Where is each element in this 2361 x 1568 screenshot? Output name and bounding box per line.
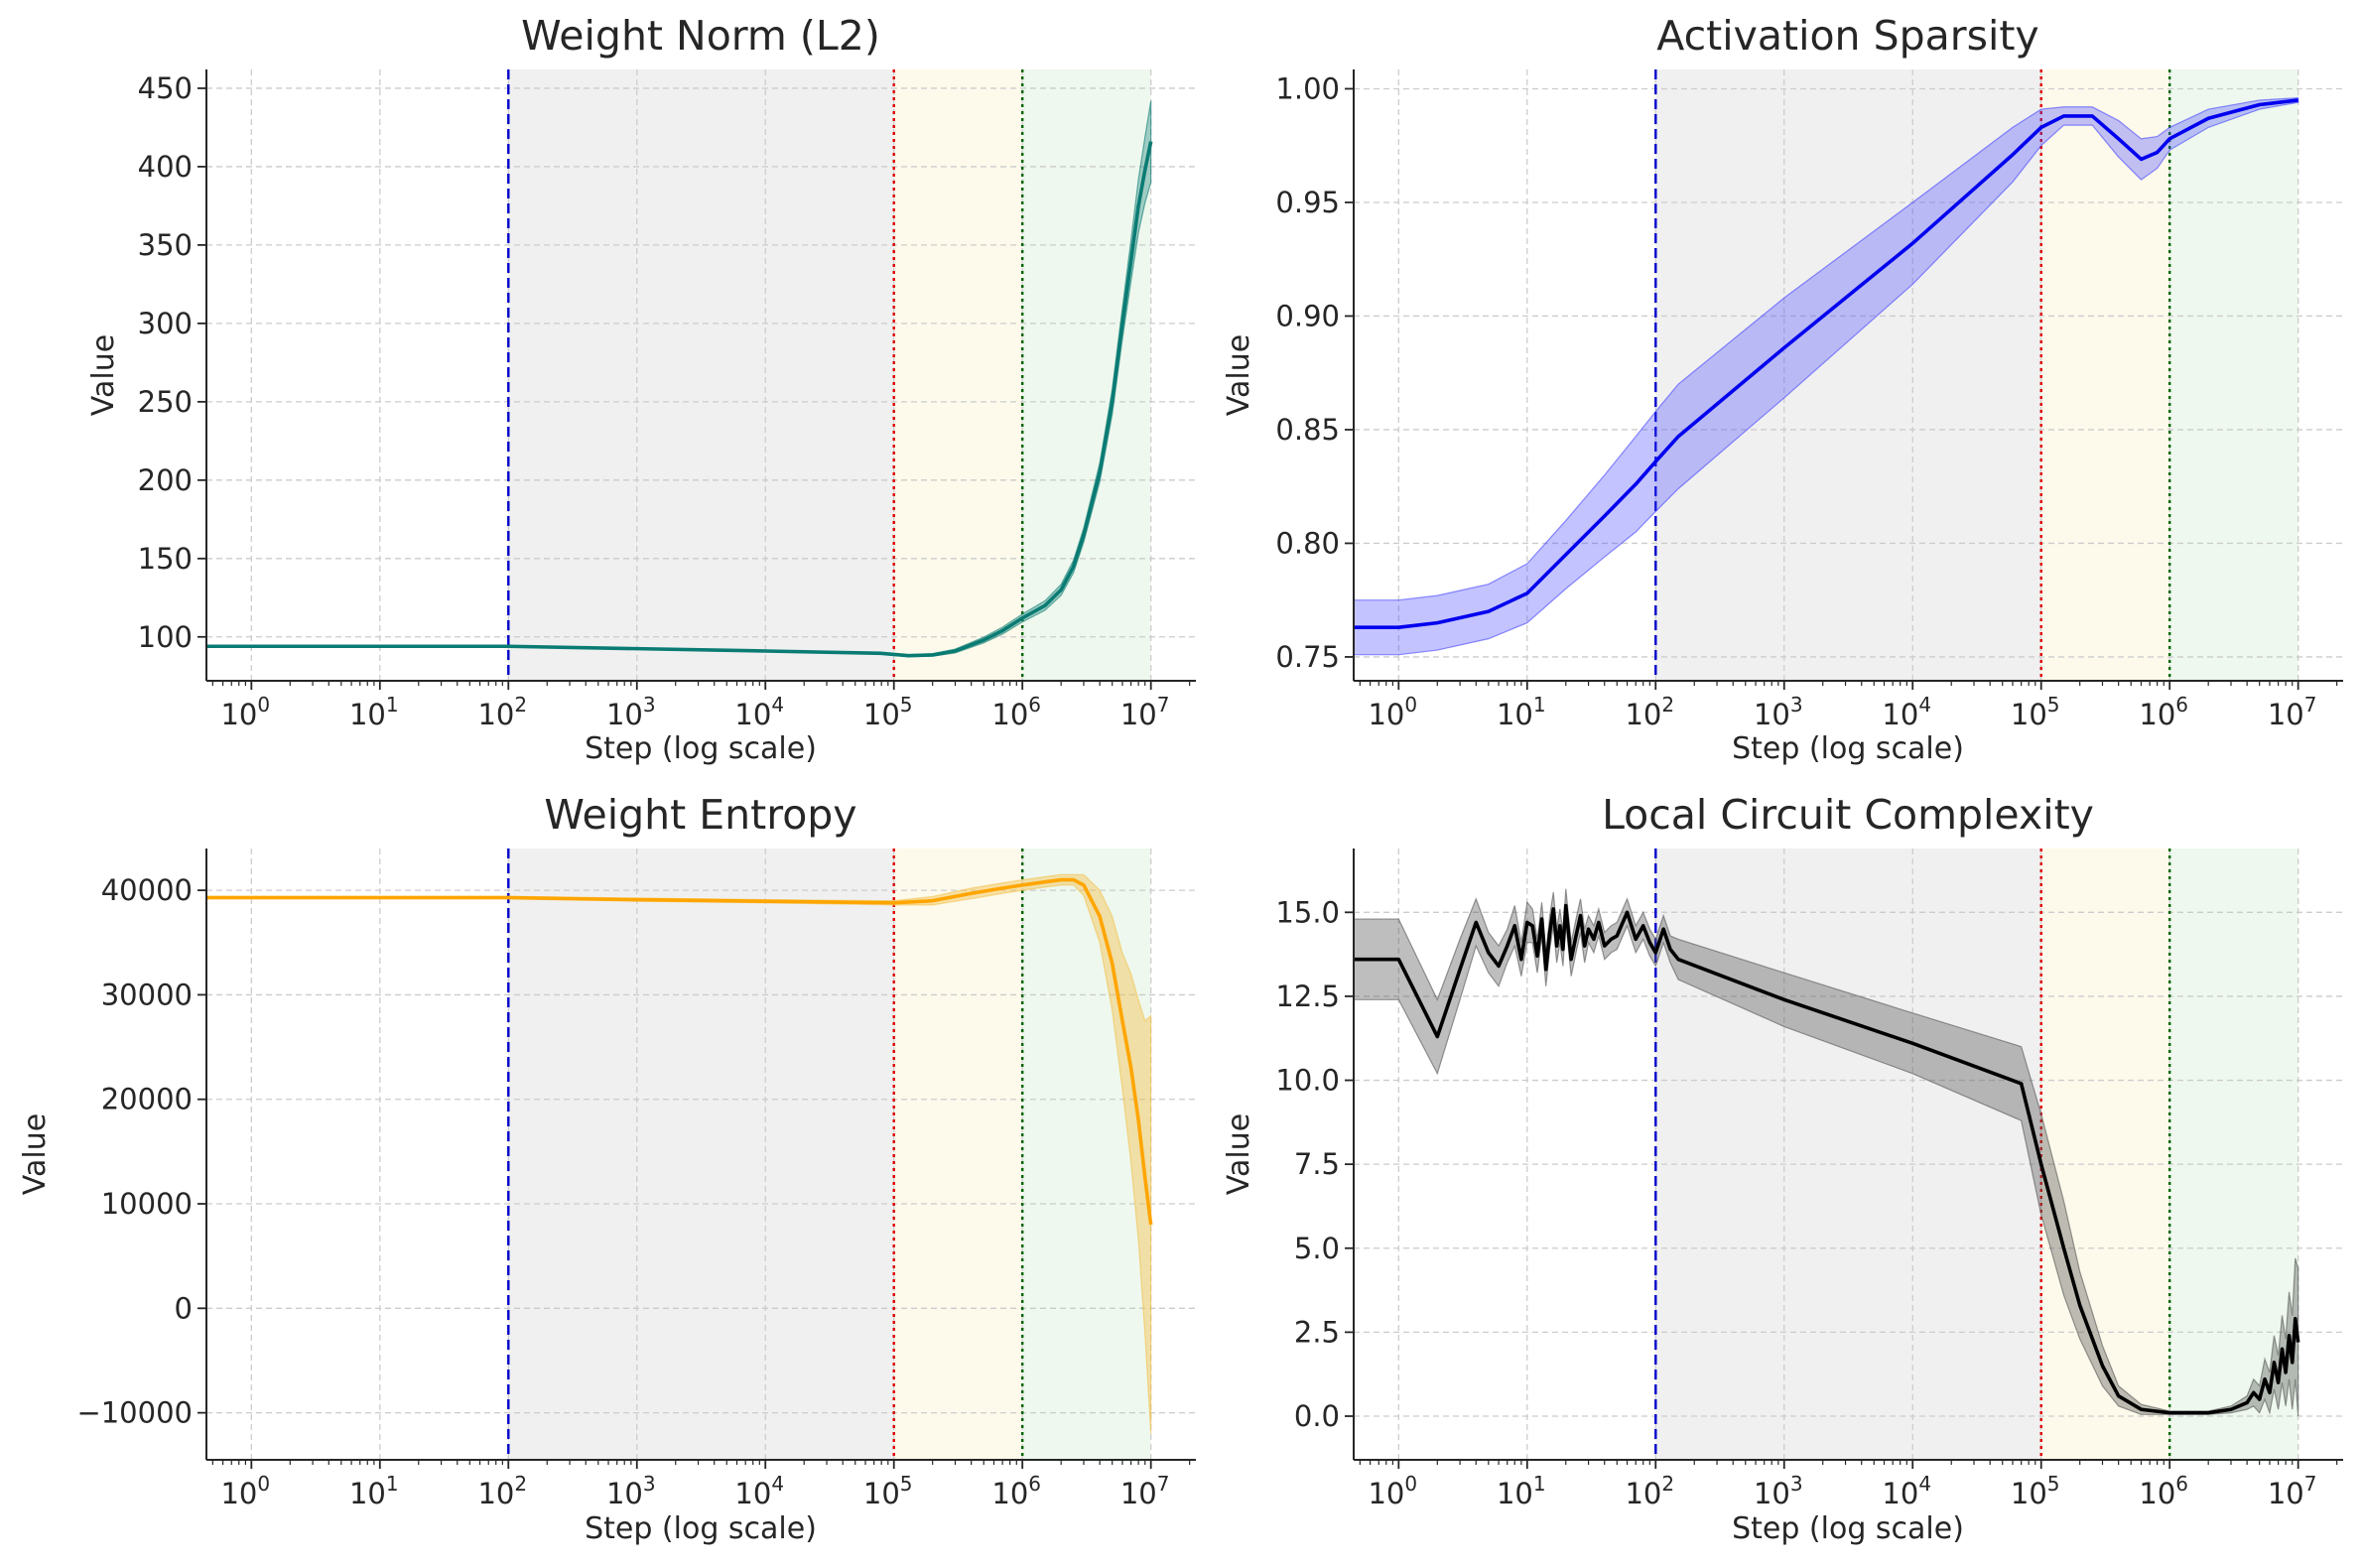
phase-region-2	[893, 849, 1023, 1460]
y-tick-label: 20000	[101, 1083, 193, 1116]
x-tick-label: 107	[1120, 1472, 1170, 1510]
x-tick-label: 101	[1497, 1472, 1546, 1510]
plot-area: 100 101 102 103 104 105 106 107 0.75 0.80 0.85 0.90…	[1275, 69, 2343, 731]
confidence-band	[206, 873, 1152, 1434]
y-tick-label: 10.0	[1275, 1064, 1340, 1098]
x-tick-label: 100	[220, 693, 270, 731]
y-tick-label: 1.00	[1275, 71, 1340, 105]
x-tick-label: 101	[349, 693, 399, 731]
x-axis-label: Step (log scale)	[1732, 1511, 1964, 1546]
y-tick-label: −10000	[76, 1396, 193, 1430]
y-tick-label: 450	[138, 71, 193, 105]
x-tick-label: 102	[477, 693, 527, 731]
y-tick-label: 0.0	[1294, 1399, 1340, 1433]
plot-area: 100 101 102 103 104 105 106 107 −10000 0 10000 2000…	[76, 849, 1196, 1510]
x-tick-label: 102	[477, 1472, 527, 1510]
y-tick-label: 100	[138, 620, 193, 654]
chart-panel-activation-sparsity: Activation Sparsity 100 101 102 103 104 105 10…	[1222, 12, 2343, 766]
y-tick-label: 30000	[101, 978, 193, 1011]
x-tick-label: 101	[1497, 693, 1546, 731]
x-tick-label: 107	[2268, 1472, 2317, 1510]
phase-region-1	[508, 69, 894, 681]
plot-area: 100 101 102 103 104 105 106 107 100 150 200 250 300 3…	[138, 69, 1196, 731]
y-tick-label: 15.0	[1275, 895, 1340, 929]
y-axis-label: Value	[1222, 1113, 1256, 1195]
x-tick-label: 105	[2011, 1472, 2060, 1510]
y-tick-label: 12.5	[1275, 980, 1340, 1013]
x-tick-label: 105	[863, 1472, 913, 1510]
phase-region-3	[2169, 69, 2298, 681]
y-axis-label: Value	[86, 334, 121, 416]
y-tick-label: 0.80	[1275, 526, 1340, 560]
x-tick-label: 107	[2268, 693, 2317, 731]
y-tick-label: 150	[138, 542, 193, 576]
x-tick-label: 104	[734, 693, 784, 731]
y-tick-label: 7.5	[1294, 1147, 1340, 1181]
chart-panel-weight-entropy: Weight Entropy 100 101 102 103 104 105 106 107 −…	[18, 791, 1196, 1546]
phase-region-2	[2040, 69, 2170, 681]
x-tick-label: 102	[1625, 693, 1674, 731]
y-tick-label: 350	[138, 228, 193, 262]
x-tick-label: 104	[734, 1472, 784, 1510]
phase-region-1	[1655, 69, 2041, 681]
x-tick-label: 101	[349, 1472, 399, 1510]
series-line	[206, 877, 1153, 1226]
x-tick-label: 106	[2139, 693, 2188, 731]
x-tick-label: 106	[2139, 1472, 2188, 1510]
x-axis-label: Step (log scale)	[585, 1511, 817, 1546]
y-tick-label: 0	[175, 1291, 193, 1325]
phase-region-1	[1655, 849, 2041, 1460]
x-tick-label: 106	[991, 1472, 1041, 1510]
phase-region-3	[2169, 849, 2298, 1460]
y-tick-label: 40000	[101, 873, 193, 907]
y-axis-label: Value	[18, 1113, 53, 1195]
plot-area: 100 101 102 103 104 105 106 107 0.0 2.5 5.0 7.5 10.0…	[1275, 849, 2343, 1510]
x-tick-label: 106	[991, 693, 1041, 731]
x-tick-label: 100	[1368, 693, 1417, 731]
confidence-band	[1354, 96, 2299, 656]
y-tick-label: 0.85	[1275, 413, 1340, 447]
y-tick-label: 0.75	[1275, 640, 1340, 674]
x-axis-label: Step (log scale)	[1732, 731, 1964, 766]
series-line	[1354, 903, 2300, 1415]
x-tick-label: 104	[1882, 1472, 1931, 1510]
y-tick-label: 300	[138, 307, 193, 340]
chart-panel-weight-norm: Weight Norm (L2) 100 101 102 103 104 105 106 10…	[86, 12, 1196, 766]
y-tick-label: 2.5	[1294, 1315, 1340, 1349]
x-tick-label: 100	[1368, 1472, 1417, 1510]
series-line	[1354, 98, 2298, 629]
phase-region-2	[893, 69, 1023, 681]
x-tick-label: 103	[1754, 693, 1803, 731]
chart-title: Local Circuit Complexity	[1602, 791, 2094, 839]
x-tick-label: 105	[863, 693, 913, 731]
x-tick-label: 103	[1754, 1472, 1803, 1510]
phase-region-1	[508, 849, 894, 1460]
y-tick-label: 10000	[101, 1187, 193, 1221]
chart-panel-local-circuit-complexity: Local Circuit Complexity 100 101 102 103 104…	[1222, 791, 2343, 1546]
x-tick-label: 104	[1882, 693, 1931, 731]
y-tick-label: 250	[138, 385, 193, 419]
x-tick-label: 107	[1120, 693, 1170, 731]
chart-title: Weight Entropy	[544, 791, 856, 839]
y-tick-label: 0.95	[1275, 186, 1340, 219]
chart-title: Weight Norm (L2)	[521, 12, 880, 60]
x-tick-label: 103	[606, 1472, 656, 1510]
x-tick-label: 105	[2011, 693, 2060, 731]
y-axis-label: Value	[1222, 334, 1256, 416]
chart-title: Activation Sparsity	[1656, 12, 2038, 60]
y-tick-label: 0.90	[1275, 299, 1340, 332]
x-tick-label: 102	[1625, 1472, 1674, 1510]
y-tick-label: 400	[138, 150, 193, 184]
series-line	[206, 141, 1153, 658]
y-tick-label: 200	[138, 463, 193, 497]
x-tick-label: 100	[220, 1472, 270, 1510]
y-tick-label: 5.0	[1294, 1232, 1340, 1265]
phase-region-3	[1022, 69, 1151, 681]
x-tick-label: 103	[606, 693, 656, 731]
x-axis-label: Step (log scale)	[585, 731, 817, 766]
phase-region-2	[2040, 849, 2170, 1460]
